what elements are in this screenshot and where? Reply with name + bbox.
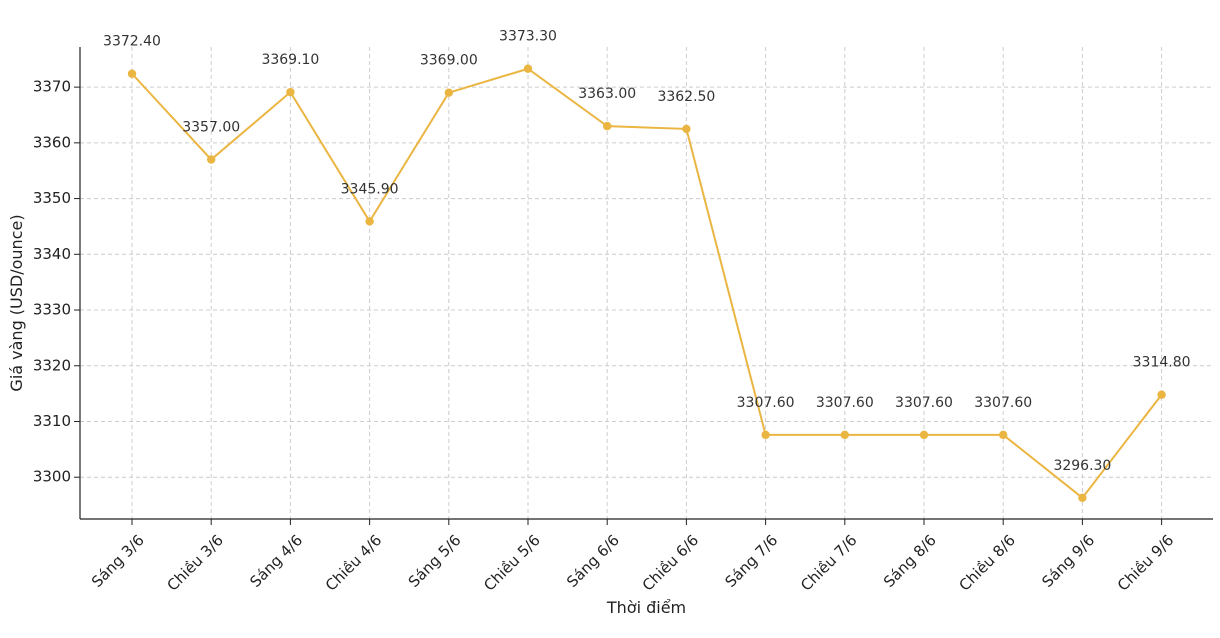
x-tick-label: Sáng 4/6 — [246, 531, 306, 591]
y-tick-label: 3330 — [33, 301, 71, 319]
x-tick-label: Chiều 3/6 — [163, 531, 226, 594]
data-point — [682, 124, 691, 134]
data-point — [286, 87, 295, 97]
data-point — [127, 69, 137, 78]
data-point — [365, 217, 374, 226]
data-point — [999, 430, 1008, 440]
x-tick-label: Sáng 8/6 — [880, 531, 940, 591]
data-point — [840, 430, 849, 440]
y-axis-ticks: 3300 3310 3320 3330 3340 3350 3360 3370 — [33, 78, 80, 486]
y-tick-label: 3350 — [33, 189, 71, 207]
data-label: 3307.60 — [895, 395, 953, 411]
data-labels: 3372.40 3357.00 3369.10 3345.90 3369.00 3373.… — [103, 29, 1191, 474]
y-tick-label: 3320 — [33, 356, 71, 374]
data-label: 3372.40 — [103, 34, 161, 50]
data-label: 3362.50 — [657, 89, 715, 105]
y-tick-label: 3300 — [33, 468, 71, 486]
grid — [80, 47, 1213, 519]
data-label: 3345.90 — [341, 181, 399, 197]
x-tick-label: Chiều 5/6 — [480, 531, 543, 594]
data-label: 3373.30 — [499, 29, 557, 45]
data-label: 3296.30 — [1053, 458, 1111, 474]
data-point — [523, 64, 533, 73]
data-label: 3307.60 — [816, 395, 874, 411]
x-tick-label: Chiều 8/6 — [955, 531, 1018, 594]
data-point — [444, 88, 453, 97]
data-label: 3363.00 — [578, 86, 636, 102]
x-tick-label: Chiều 7/6 — [797, 531, 860, 594]
data-point — [603, 121, 612, 131]
x-tick-label: Sáng 9/6 — [1038, 531, 1098, 591]
data-label: 3369.00 — [420, 53, 478, 69]
series — [127, 64, 1166, 503]
data-point — [761, 430, 770, 440]
y-tick-label: 3340 — [33, 245, 71, 263]
y-tick-label: 3360 — [33, 133, 71, 151]
data-label: 3307.60 — [737, 395, 795, 411]
data-label: 3314.80 — [1133, 355, 1191, 371]
series-line — [131, 67, 1163, 500]
x-tick-label: Sáng 7/6 — [722, 531, 782, 591]
x-tick-label: Chiều 4/6 — [322, 531, 385, 594]
data-label: 3307.60 — [974, 395, 1032, 411]
y-tick-label: 3310 — [33, 412, 71, 430]
data-point — [919, 430, 929, 440]
data-point — [1078, 493, 1087, 503]
data-label: 3357.00 — [182, 120, 240, 136]
x-tick-label: Chiều 9/6 — [1114, 531, 1177, 594]
axes — [79, 47, 1213, 520]
x-tick-label: Chiều 6/6 — [639, 531, 702, 594]
x-tick-label: Sáng 6/6 — [563, 531, 623, 591]
data-point — [1157, 390, 1166, 399]
y-tick-label: 3370 — [33, 78, 71, 96]
data-label: 3369.10 — [261, 52, 319, 68]
x-axis-ticks: Sáng 3/6 Chiều 3/6 Sáng 4/6 Chiều 4/6 Sáng 5… — [88, 519, 1177, 595]
x-tick-label: Sáng 5/6 — [405, 531, 465, 591]
y-axis-title: Giá vàng (USD/ounce) — [7, 214, 26, 391]
x-tick-label: Sáng 3/6 — [88, 531, 148, 591]
x-axis-title: Thời điểm — [606, 598, 686, 617]
data-point — [207, 155, 216, 164]
